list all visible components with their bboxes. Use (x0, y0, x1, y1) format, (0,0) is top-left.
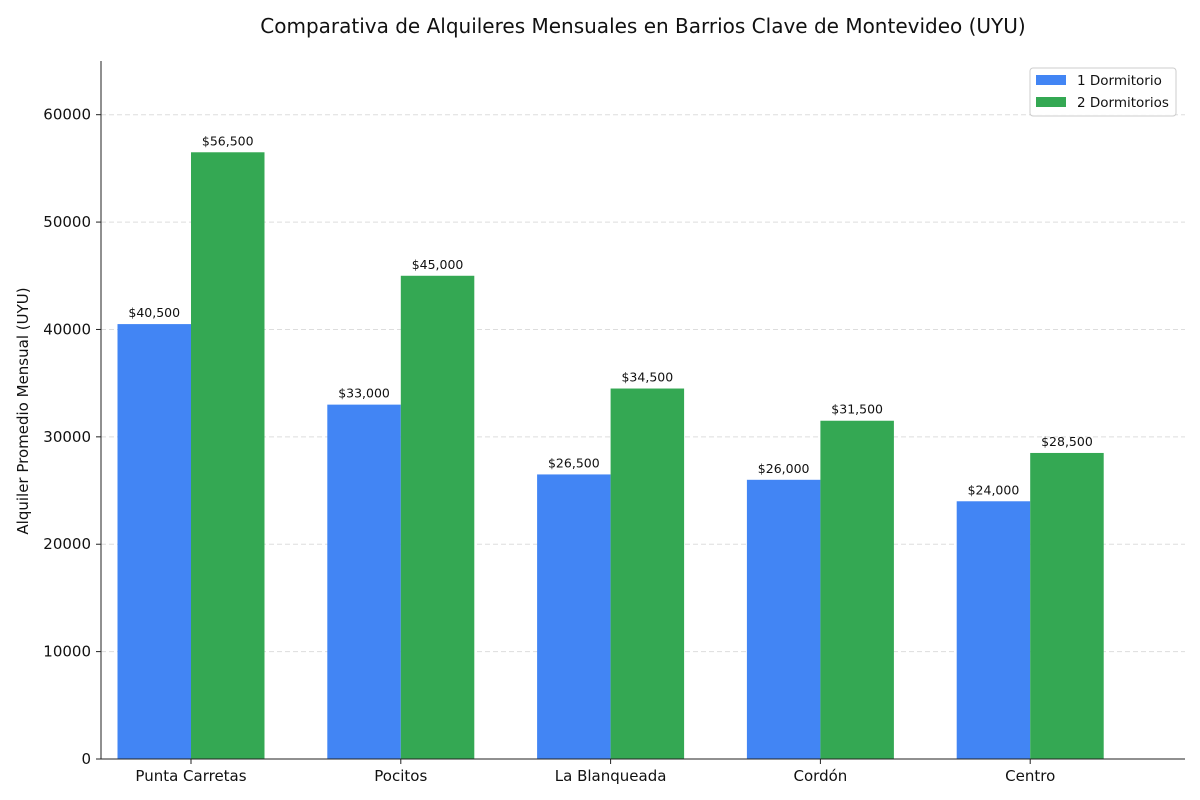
bar-one-bedroom (117, 324, 191, 759)
bar-one-bedroom (746, 479, 821, 759)
bar-value-label: $24,000 (968, 482, 1020, 497)
legend-swatch (1036, 97, 1066, 107)
bar-two-bedroom (610, 388, 685, 759)
x-tick-label: La Blanqueada (555, 767, 667, 785)
bar-value-labels: $40,500 $56,500 $33,000 $45,000 $26,500 $34,5… (128, 133, 1092, 497)
bar-value-label: $56,500 (202, 133, 254, 148)
bar-value-label: $34,500 (621, 370, 673, 385)
bar-value-label: $26,500 (548, 455, 600, 470)
x-tick-label: Punta Carretas (135, 767, 246, 785)
y-tick-label: 20000 (43, 535, 91, 553)
bar-one-bedroom (956, 501, 1031, 759)
bar-one-bedroom (537, 474, 611, 759)
y-tick-label: 10000 (43, 643, 91, 661)
chart-title: Comparativa de Alquileres Mensuales en B… (260, 14, 1025, 38)
y-tick-label: 60000 (43, 106, 91, 124)
legend-label: 1 Dormitorio (1077, 73, 1162, 89)
y-axis-ticks: 0 10000 20000 30000 40000 50000 60000 (43, 106, 101, 768)
x-tick-label: Pocitos (374, 767, 427, 785)
bar-value-label: $33,000 (338, 386, 390, 401)
legend-label: 2 Dormitorios (1077, 95, 1169, 111)
bar-one-bedroom (327, 404, 401, 759)
y-axis-label: Alquiler Promedio Mensual (UYU) (14, 287, 32, 534)
bar-two-bedroom (191, 152, 265, 759)
bar-value-label: $40,500 (128, 305, 180, 320)
bar-value-label: $26,000 (758, 461, 810, 476)
bar-value-label: $45,000 (412, 257, 464, 272)
bars (117, 152, 1104, 759)
bar-value-label: $31,500 (831, 402, 883, 417)
x-tick-label: Centro (1005, 767, 1055, 785)
x-tick-label: Cordón (794, 767, 848, 785)
bar-two-bedroom (400, 275, 475, 759)
y-tick-label: 50000 (43, 213, 91, 231)
gridlines (101, 114, 1185, 653)
legend: 1 Dormitorio 2 Dormitorios (1029, 67, 1177, 117)
y-tick-label: 40000 (43, 320, 91, 338)
x-axis-ticks: Punta Carretas Pocitos La Blanqueada Cordón… (135, 759, 1055, 785)
axes (100, 61, 1185, 760)
legend-swatch (1036, 75, 1066, 85)
y-tick-label: 30000 (43, 428, 91, 446)
bar-two-bedroom (1030, 452, 1104, 759)
y-tick-label: 0 (81, 750, 91, 768)
bar-value-label: $28,500 (1041, 434, 1093, 449)
legend-box (1029, 67, 1177, 117)
bar-two-bedroom (820, 420, 894, 759)
